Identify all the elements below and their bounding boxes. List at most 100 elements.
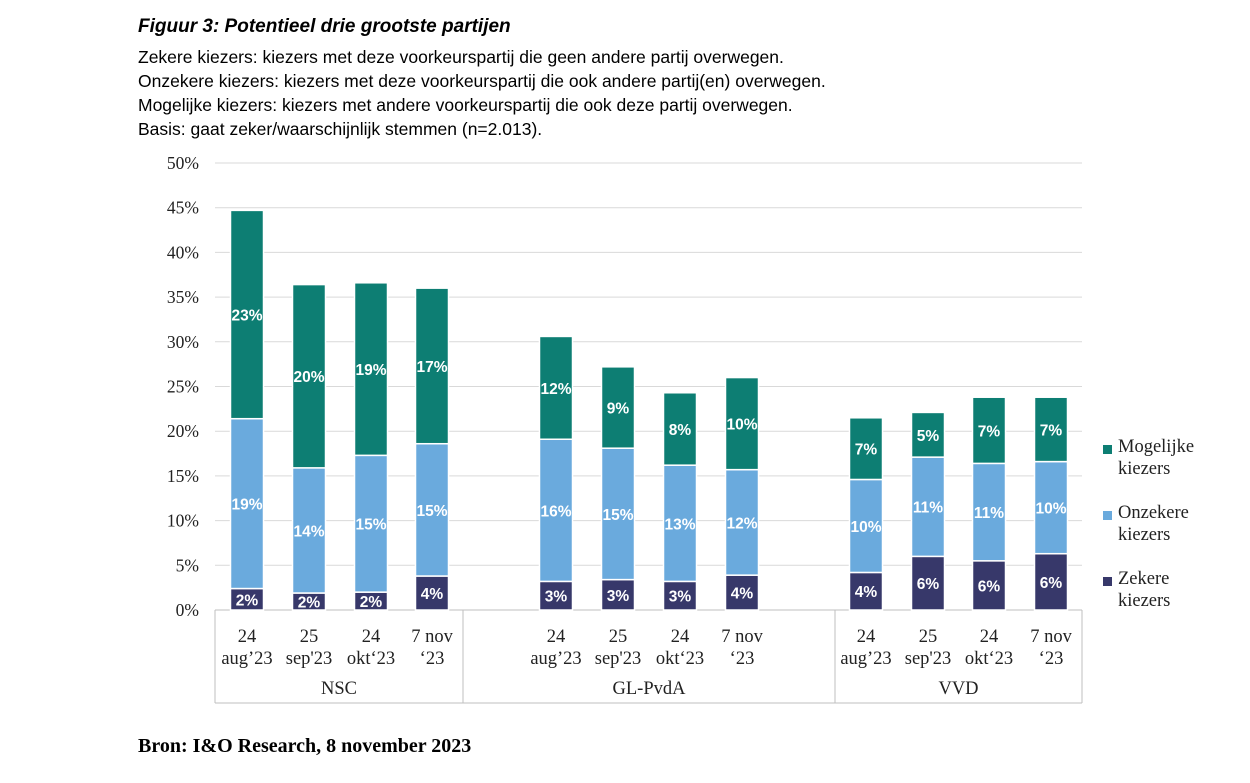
x-tick-label: aug’23 bbox=[221, 649, 272, 669]
bar-segment-onzekere bbox=[1033, 460, 1069, 555]
x-tick-label: aug’23 bbox=[530, 649, 581, 669]
x-tick-label: sep'23 bbox=[905, 649, 952, 669]
y-tick-label: 30% bbox=[167, 332, 199, 352]
subtitle-line-basis: Basis: gaat zeker/waarschijnlijk stemmen… bbox=[138, 119, 543, 139]
x-tick-label: 24 bbox=[980, 627, 999, 647]
data-label-onzekere: 12% bbox=[726, 515, 757, 532]
x-tick-label: 24 bbox=[857, 627, 876, 647]
legend-label-zekere: Zekere kiezers bbox=[1118, 569, 1171, 611]
data-label-mogelijke: 23% bbox=[231, 308, 262, 325]
y-tick-label: 50% bbox=[167, 153, 199, 173]
data-label-zekere: 2% bbox=[298, 595, 321, 612]
data-label-onzekere: 19% bbox=[231, 497, 262, 514]
data-label-onzekere: 15% bbox=[355, 517, 386, 534]
data-label-onzekere: 11% bbox=[913, 500, 943, 517]
data-label-zekere: 4% bbox=[421, 586, 444, 603]
bar-segment-zekere bbox=[910, 555, 946, 611]
data-label-onzekere: 15% bbox=[602, 507, 633, 524]
bar-segment-onzekere bbox=[291, 467, 327, 594]
bar-segment-zekere bbox=[538, 580, 574, 611]
x-tick-label: 24 bbox=[362, 627, 381, 647]
y-tick-label: 0% bbox=[176, 600, 199, 620]
data-label-mogelijke: 12% bbox=[540, 381, 571, 398]
bar-segment-mogelijke bbox=[848, 417, 884, 481]
data-label-zekere: 4% bbox=[855, 584, 878, 601]
data-label-zekere: 6% bbox=[978, 578, 1001, 595]
x-tick-label: ‘23 bbox=[730, 649, 755, 669]
y-tick-label: 35% bbox=[167, 287, 199, 307]
data-label-mogelijke: 8% bbox=[669, 422, 692, 439]
bar-segment-onzekere bbox=[229, 417, 265, 590]
bar-segment-mogelijke bbox=[662, 392, 698, 466]
x-tick-label: 25 bbox=[609, 627, 628, 647]
subtitle-line-mogelijke: Mogelijke kiezers: kiezers met andere vo… bbox=[138, 95, 793, 115]
x-tick-label: aug’23 bbox=[840, 649, 891, 669]
x-tick-label: 7 nov bbox=[411, 627, 453, 647]
y-tick-label: 5% bbox=[176, 555, 199, 575]
data-label-mogelijke: 7% bbox=[978, 423, 1001, 440]
x-tick-label: okt‘23 bbox=[656, 649, 704, 669]
group-label: GL-PvdA bbox=[613, 679, 687, 699]
legend-label-mogelijke: Mogelijke kiezers bbox=[1118, 437, 1195, 479]
bar-segment-mogelijke bbox=[291, 283, 327, 469]
subtitle-line-zekere: Zekere kiezers: kiezers met deze voorkeu… bbox=[138, 47, 784, 67]
data-label-mogelijke: 9% bbox=[607, 401, 630, 418]
legend-swatch-mogelijke bbox=[1103, 445, 1112, 454]
x-tick-label: 25 bbox=[919, 627, 938, 647]
bar-segment-onzekere bbox=[538, 438, 574, 583]
bar-segment-zekere bbox=[848, 571, 884, 611]
source-note: Bron: I&O Research, 8 november 2023 bbox=[138, 735, 472, 757]
group-label: VVD bbox=[938, 679, 978, 699]
x-tick-label: 25 bbox=[300, 627, 319, 647]
bar-segment-mogelijke bbox=[414, 287, 450, 445]
data-label-onzekere: 13% bbox=[664, 516, 695, 533]
bar-segment-onzekere bbox=[910, 456, 946, 558]
bar-segment-mogelijke bbox=[353, 282, 389, 457]
x-tick-label: 24 bbox=[547, 627, 566, 647]
bar-segment-mogelijke bbox=[724, 376, 760, 471]
data-label-zekere: 3% bbox=[669, 589, 692, 606]
data-label-mogelijke: 17% bbox=[416, 359, 447, 376]
bar-segment-zekere bbox=[600, 578, 636, 611]
y-tick-label: 15% bbox=[167, 466, 199, 486]
data-label-onzekere: 10% bbox=[1035, 501, 1066, 518]
bar-segment-mogelijke bbox=[910, 411, 946, 458]
x-tick-label: 7 nov bbox=[721, 627, 763, 647]
data-label-zekere: 3% bbox=[545, 589, 568, 606]
bar-segment-onzekere bbox=[662, 464, 698, 583]
data-label-mogelijke: 7% bbox=[1040, 422, 1063, 439]
bar-segment-onzekere bbox=[414, 442, 450, 577]
data-label-mogelijke: 5% bbox=[917, 428, 940, 445]
data-label-zekere: 6% bbox=[917, 576, 940, 593]
y-tick-label: 45% bbox=[167, 198, 199, 218]
data-label-onzekere: 10% bbox=[850, 519, 881, 536]
bar-segment-mogelijke bbox=[1033, 396, 1069, 463]
y-tick-label: 20% bbox=[167, 421, 199, 441]
y-tick-label: 25% bbox=[167, 377, 199, 397]
legend-swatch-onzekere bbox=[1103, 511, 1112, 520]
bar-segment-onzekere bbox=[353, 454, 389, 593]
data-label-mogelijke: 10% bbox=[726, 417, 757, 434]
data-label-mogelijke: 7% bbox=[855, 442, 878, 459]
data-label-mogelijke: 19% bbox=[355, 362, 386, 379]
bar-segment-mogelijke bbox=[229, 209, 265, 420]
data-label-onzekere: 11% bbox=[974, 505, 1004, 522]
bar-segment-mogelijke bbox=[971, 396, 1007, 465]
bar-segment-zekere bbox=[971, 560, 1007, 611]
data-label-zekere: 2% bbox=[236, 592, 259, 609]
x-tick-label: sep'23 bbox=[595, 649, 642, 669]
subtitle-line-onzekere: Onzekere kiezers: kiezers met deze voork… bbox=[138, 71, 826, 91]
bar-segment-zekere bbox=[1033, 552, 1069, 611]
chart-title: Figuur 3: Potentieel drie grootste parti… bbox=[138, 16, 511, 37]
x-tick-label: ‘23 bbox=[420, 649, 445, 669]
x-tick-label: 7 nov bbox=[1030, 627, 1072, 647]
y-tick-label: 10% bbox=[167, 511, 199, 531]
data-label-mogelijke: 20% bbox=[293, 369, 324, 386]
x-tick-label: 24 bbox=[671, 627, 690, 647]
x-tick-label: okt‘23 bbox=[965, 649, 1013, 669]
data-label-onzekere: 14% bbox=[293, 523, 324, 540]
bar-segment-mogelijke bbox=[600, 366, 636, 449]
data-label-zekere: 3% bbox=[607, 588, 630, 605]
data-label-onzekere: 15% bbox=[416, 503, 447, 520]
